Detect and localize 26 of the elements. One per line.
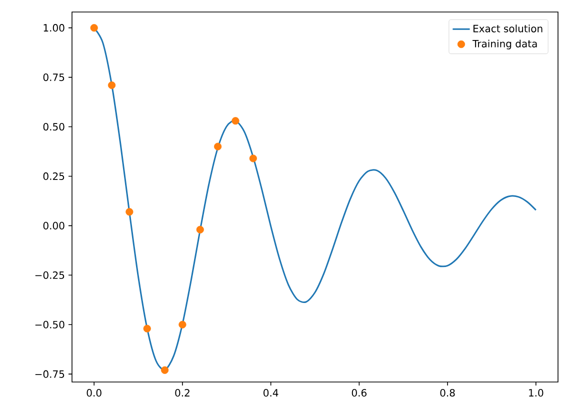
x-tick-label: 0.0 bbox=[86, 389, 102, 397]
y-tick-label: 1.00 bbox=[44, 24, 64, 32]
y-tick-label: −0.25 bbox=[35, 271, 64, 279]
y-tick-label: 0.25 bbox=[43, 172, 64, 180]
legend-label: Exact solution bbox=[474, 24, 542, 32]
point bbox=[143, 324, 151, 332]
point bbox=[108, 81, 116, 90]
x-tick-label: 0.8 bbox=[440, 389, 455, 397]
point bbox=[126, 208, 134, 216]
point bbox=[249, 154, 257, 162]
x-tick-label: 0.6 bbox=[352, 389, 367, 397]
y-tick-label: 0.75 bbox=[43, 74, 64, 82]
point bbox=[160, 366, 169, 374]
x-tick-label: 0.2 bbox=[175, 389, 190, 397]
point bbox=[214, 142, 222, 150]
y-tick-label: 0.00 bbox=[43, 222, 64, 230]
point bbox=[196, 226, 204, 234]
point bbox=[90, 24, 98, 32]
x-tick-label: 0.4 bbox=[264, 389, 278, 397]
y-tick-label: −0.75 bbox=[35, 370, 64, 378]
point bbox=[232, 117, 240, 125]
y-tick-label: 0.50 bbox=[43, 122, 64, 131]
y-tick-label: −0.50 bbox=[35, 320, 64, 328]
x-tick-label: 1.0 bbox=[529, 389, 544, 397]
legend-label: Training data bbox=[472, 40, 537, 50]
point bbox=[178, 320, 186, 328]
